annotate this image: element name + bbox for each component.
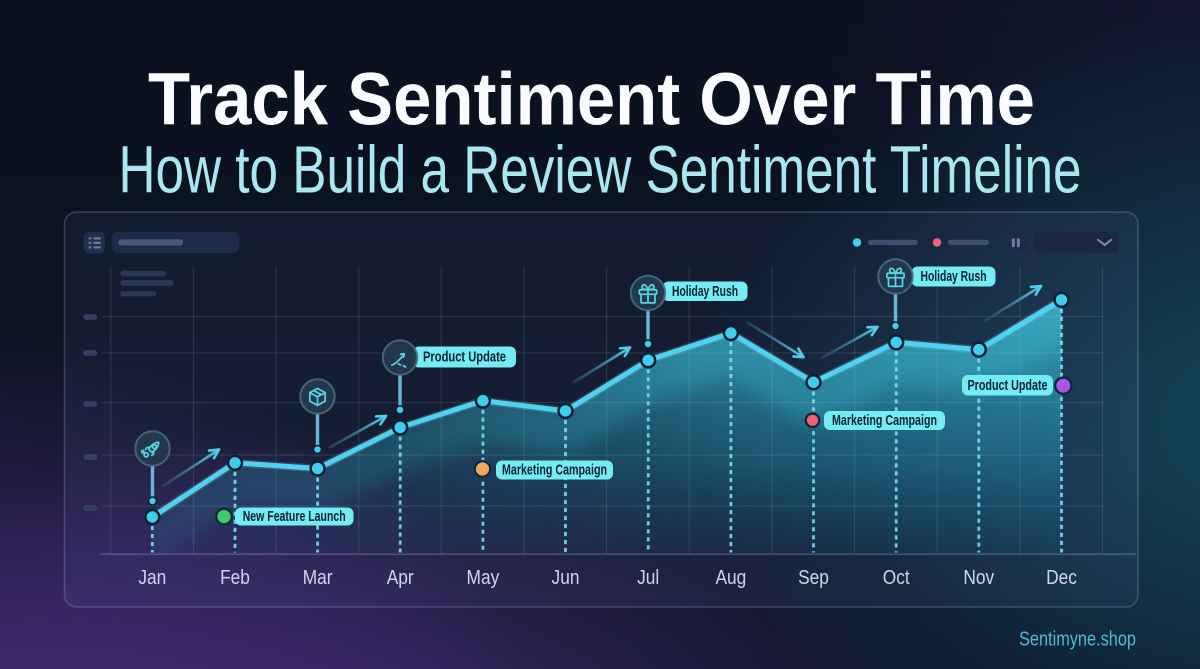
svg-text:Marketing Campaign: Marketing Campaign — [502, 463, 607, 479]
svg-text:Holiday Rush: Holiday Rush — [672, 284, 738, 300]
svg-text:Track Sentiment Over Time: Track Sentiment Over Time — [148, 58, 1035, 141]
svg-text:Sep: Sep — [798, 566, 829, 589]
svg-text:Jun: Jun — [552, 566, 580, 589]
svg-text:Jul: Jul — [637, 566, 659, 589]
svg-text:Product Update: Product Update — [423, 350, 506, 366]
svg-text:Marketing Campaign: Marketing Campaign — [832, 413, 937, 429]
svg-text:Mar: Mar — [303, 566, 333, 589]
svg-text:Oct: Oct — [883, 566, 910, 589]
svg-text:Feb: Feb — [220, 566, 250, 589]
svg-text:Apr: Apr — [387, 566, 414, 589]
svg-text:Jan: Jan — [138, 566, 166, 589]
svg-text:Nov: Nov — [963, 566, 994, 589]
svg-text:Dec: Dec — [1046, 566, 1077, 589]
svg-text:New Feature Launch: New Feature Launch — [243, 509, 346, 525]
svg-text:Product Update: Product Update — [968, 378, 1048, 394]
svg-text:May: May — [467, 566, 500, 589]
svg-text:Holiday Rush: Holiday Rush — [921, 269, 987, 285]
svg-text:Aug: Aug — [716, 566, 747, 589]
svg-text:How to Build a Review Sentimen: How to Build a Review Sentiment Timeline — [119, 134, 1082, 208]
svg-text:Sentimyne.shop: Sentimyne.shop — [1019, 629, 1136, 651]
